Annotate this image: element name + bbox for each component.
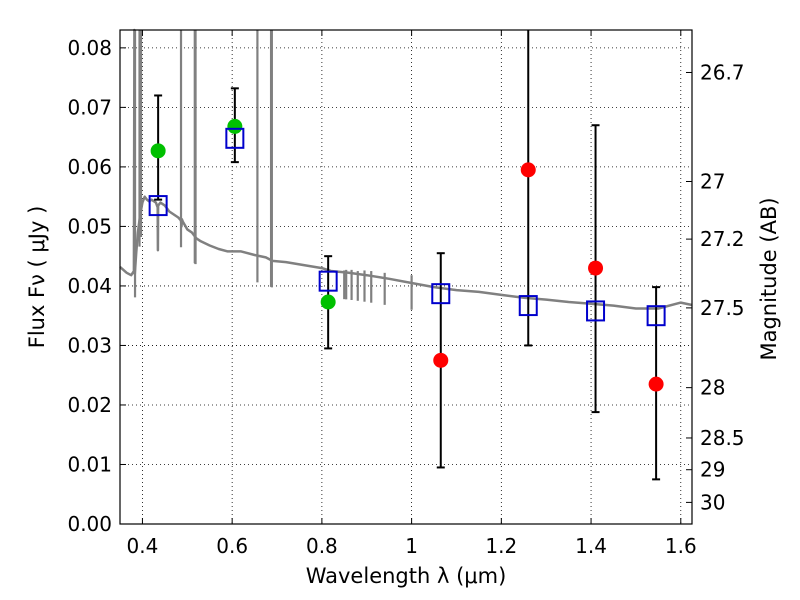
data-points-layer bbox=[148, 118, 666, 392]
y-tick-label: 0.06 bbox=[67, 155, 112, 179]
data-point-low-significance bbox=[433, 352, 449, 368]
model-photometry-square bbox=[586, 300, 606, 322]
y2-axis-title: Magnitude (AB) bbox=[757, 197, 781, 360]
axis-tick-labels: 0.4 0.6 0.8 1 1.2 1.4 1.6 0.00 0.01 0.02 0.03 0.04 0… bbox=[67, 36, 744, 558]
data-point-low-significance bbox=[648, 376, 664, 392]
model-photometry-square bbox=[318, 270, 338, 292]
y-tick-label: 0.00 bbox=[67, 512, 112, 536]
y-tick-label: 0.04 bbox=[67, 274, 112, 298]
x-tick-label: 0.6 bbox=[216, 534, 248, 558]
y-axis-title: Flux Fν ( μJy ) bbox=[25, 206, 49, 349]
x-tick-label: 0.8 bbox=[306, 534, 338, 558]
x-axis-title: Wavelength λ (μm) bbox=[306, 564, 507, 588]
x-tick-label: 1 bbox=[405, 534, 418, 558]
model-photometry-square bbox=[518, 295, 538, 317]
model-photometry-square bbox=[148, 195, 168, 217]
mag-tick-label: 26.7 bbox=[700, 60, 745, 84]
mag-tick-label: 30 bbox=[700, 490, 725, 514]
model-photometry-square bbox=[431, 283, 451, 305]
data-point-detections bbox=[227, 118, 243, 134]
y-tick-label: 0.01 bbox=[67, 452, 112, 476]
y-tick-label: 0.08 bbox=[67, 36, 112, 60]
x-tick-label: 1.4 bbox=[575, 534, 607, 558]
mag-tick-label: 27 bbox=[700, 169, 725, 193]
x-tick-label: 1.6 bbox=[665, 534, 697, 558]
plot-frame bbox=[119, 29, 693, 525]
x-tick-label: 0.4 bbox=[127, 534, 159, 558]
model-photometry-square bbox=[646, 305, 666, 327]
data-point-low-significance bbox=[588, 260, 604, 276]
x-tick-label: 1.2 bbox=[485, 534, 517, 558]
y-tick-label: 0.03 bbox=[67, 333, 112, 357]
y-tick-label: 0.02 bbox=[67, 393, 112, 417]
mag-tick-label: 27.5 bbox=[700, 296, 745, 320]
data-point-low-significance bbox=[520, 162, 536, 178]
model-photometry-square bbox=[225, 127, 245, 149]
data-point-detections bbox=[320, 294, 336, 310]
mag-tick-label: 28.5 bbox=[700, 426, 745, 450]
mag-tick-label: 27.2 bbox=[700, 227, 745, 251]
data-point-detections bbox=[150, 143, 166, 159]
mag-tick-label: 28 bbox=[700, 376, 725, 400]
y-tick-label: 0.07 bbox=[67, 95, 112, 119]
y-tick-label: 0.05 bbox=[67, 214, 112, 238]
mag-tick-label: 29 bbox=[700, 458, 725, 482]
model-spectrum-layer bbox=[119, 28, 693, 310]
axis-ticks bbox=[120, 30, 692, 525]
